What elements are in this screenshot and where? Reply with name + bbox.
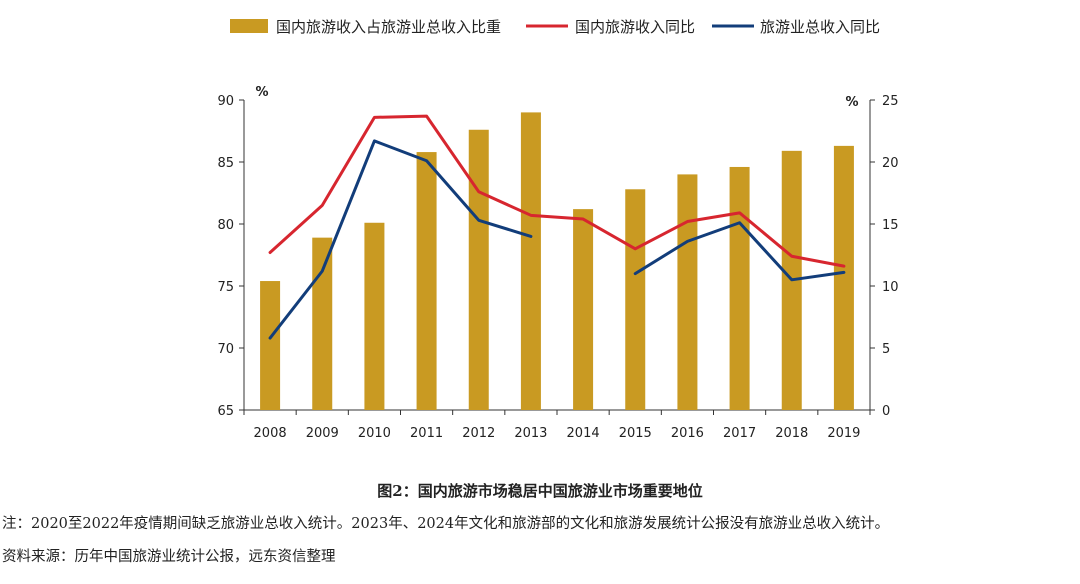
x-tick-label: 2015: [619, 426, 652, 441]
combo-chart: 国内旅游收入占旅游业总收入比重 国内旅游收入同比 旅游业总收入同比 65 70 75 80…: [217, 18, 898, 441]
right-tick-label: 0: [882, 404, 890, 419]
domestic-revenue-yoy-line: [268, 114, 846, 268]
right-tick-label: 15: [882, 218, 899, 233]
chart-legend: 国内旅游收入占旅游业总收入比重 国内旅游收入同比 旅游业总收入同比: [230, 18, 880, 36]
left-tick-label: 85: [217, 156, 234, 171]
x-tick-label: 2017: [723, 426, 756, 441]
left-tick-label: 90: [217, 94, 234, 109]
x-tick-label: 2009: [306, 426, 339, 441]
left-tick-label: 65: [217, 404, 234, 419]
legend-label-line2: 旅游业总收入同比: [760, 18, 880, 36]
bar: [260, 281, 281, 410]
x-tick-label: 2018: [775, 426, 808, 441]
left-tick-label: 70: [217, 342, 234, 357]
x-tick-label: 2012: [462, 426, 495, 441]
left-tick-label: 75: [217, 280, 234, 295]
tick-labels: 65 70 75 80 85 90 0 5 10 15 20 25%% 2008 2009 2010 2011…: [217, 85, 898, 441]
bar: [573, 209, 594, 410]
total-revenue-yoy-line: [268, 139, 533, 340]
figure-source: 资料来源：历年中国旅游业统计公报，远东资信整理: [2, 549, 336, 565]
x-tick-label: 2016: [671, 426, 704, 441]
bar: [677, 174, 698, 410]
figure-caption: 图2：国内旅游市场稳居中国旅游业市场重要地位: [377, 482, 703, 500]
bar: [312, 237, 333, 410]
legend-swatch-bar: [230, 19, 268, 33]
figure-note: 注：2020至2022年疫情期间缺乏旅游业总收入统计。2023年、2024年文化…: [2, 516, 890, 532]
bar: [625, 189, 646, 410]
right-tick-label: 20: [882, 156, 899, 171]
bar: [364, 222, 385, 410]
left-unit-label: %: [255, 85, 268, 100]
left-tick-label: 80: [217, 218, 234, 233]
bar: [729, 166, 750, 410]
x-tick-label: 2011: [410, 426, 443, 441]
right-tick-label: 10: [882, 280, 899, 295]
bar: [468, 129, 489, 410]
bar: [833, 145, 854, 410]
bar-series: [260, 112, 854, 411]
bar: [520, 112, 541, 411]
x-tick-label: 2013: [514, 426, 547, 441]
x-tick-label: 2019: [827, 426, 860, 441]
x-tick-label: 2010: [358, 426, 391, 441]
x-tick-label: 2008: [254, 426, 287, 441]
right-tick-label: 25: [882, 94, 899, 109]
axes: [239, 99, 875, 415]
right-unit-label: %: [845, 95, 858, 110]
right-tick-label: 5: [882, 342, 890, 357]
bar: [416, 152, 437, 410]
legend-label-line1: 国内旅游收入同比: [575, 18, 695, 36]
x-tick-label: 2014: [567, 426, 600, 441]
legend-label-bar: 国内旅游收入占旅游业总收入比重: [276, 18, 501, 36]
line-series: [268, 114, 846, 340]
